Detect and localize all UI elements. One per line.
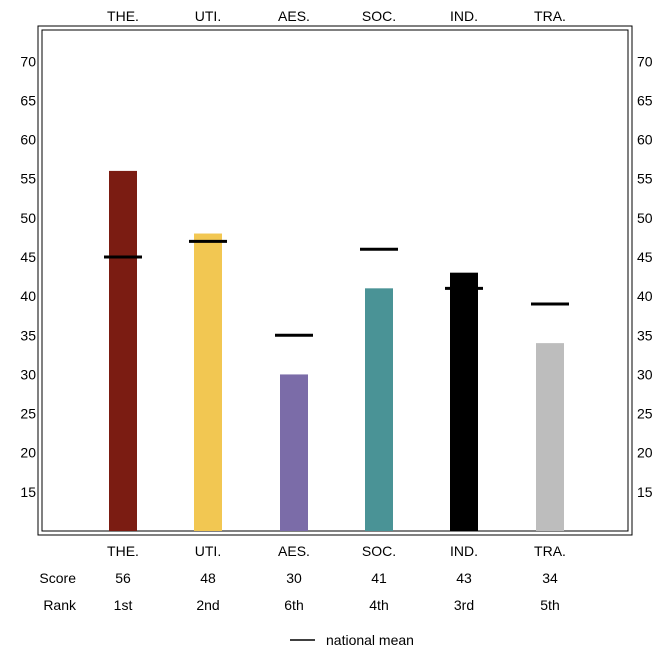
rank-value: 3rd [454, 597, 474, 613]
y-tick-right: 70 [637, 53, 653, 69]
y-tick-left: 40 [20, 288, 36, 304]
score-value: 30 [286, 570, 302, 586]
y-tick-left: 65 [20, 92, 36, 108]
bars-layer [109, 170, 564, 531]
y-tick-left: 55 [20, 171, 36, 187]
y-tick-left: 70 [20, 53, 36, 69]
rank-value: 5th [540, 597, 559, 613]
category-label-top: AES. [278, 8, 310, 24]
category-label-bottom: UTI. [195, 543, 221, 559]
rank-row-label: Rank [43, 597, 77, 613]
legend: national mean [290, 632, 414, 648]
y-tick-left: 50 [20, 210, 36, 226]
y-tick-right: 40 [637, 288, 653, 304]
rank-value: 4th [369, 597, 388, 613]
y-tick-right: 30 [637, 366, 653, 382]
category-label-top: TRA. [534, 8, 566, 24]
y-tick-right: 65 [637, 92, 653, 108]
bar-tra [536, 343, 564, 531]
y-tick-right: 20 [637, 445, 653, 461]
rank-value: 6th [284, 597, 303, 613]
bar-uti [194, 233, 222, 531]
y-tick-right: 35 [637, 327, 653, 343]
y-tick-right: 45 [637, 249, 653, 265]
category-label-bottom: TRA. [534, 543, 566, 559]
y-tick-left: 60 [20, 132, 36, 148]
plot-frame [37, 25, 633, 536]
bar-ind [450, 272, 478, 531]
y-tick-right: 60 [637, 132, 653, 148]
y-tick-left: 45 [20, 249, 36, 265]
category-label-top: SOC. [362, 8, 396, 24]
category-label-top: THE. [107, 8, 139, 24]
y-tick-right: 55 [637, 171, 653, 187]
score-rank-table: Score Rank 56 1st 48 2nd 30 6th 41 4th 43 3rd 34 5th [39, 570, 559, 613]
bar-aes [280, 374, 308, 531]
category-label-top: UTI. [195, 8, 221, 24]
mean-markers-layer [104, 239, 569, 337]
y-tick-left: 20 [20, 445, 36, 461]
y-axis-ticks: 15 15 20 20 25 25 30 30 35 35 40 40 45 45 50 50 55 55 60 60… [20, 53, 652, 500]
score-value: 56 [115, 570, 131, 586]
y-tick-right: 50 [637, 210, 653, 226]
bar-the [109, 170, 137, 531]
category-label-bottom: SOC. [362, 543, 396, 559]
rank-value: 2nd [196, 597, 219, 613]
score-value: 43 [456, 570, 472, 586]
y-tick-left: 35 [20, 327, 36, 343]
rank-value: 1st [114, 597, 133, 613]
legend-mean-label: national mean [326, 632, 414, 648]
y-tick-left: 25 [20, 406, 36, 422]
score-row-label: Score [39, 570, 76, 586]
score-value: 34 [542, 570, 558, 586]
score-value: 41 [371, 570, 387, 586]
y-tick-left: 15 [20, 484, 36, 500]
y-tick-left: 30 [20, 366, 36, 382]
y-tick-right: 15 [637, 484, 653, 500]
category-label-top: IND. [450, 8, 478, 24]
category-label-bottom: AES. [278, 543, 310, 559]
y-tick-right: 25 [637, 406, 653, 422]
category-label-bottom: THE. [107, 543, 139, 559]
bar-soc [365, 288, 393, 531]
category-label-bottom: IND. [450, 543, 478, 559]
category-labels: THE. THE. UTI. UTI. AES. AES. SOC. SOC. IND. IND.… [107, 8, 566, 559]
score-value: 48 [200, 570, 216, 586]
